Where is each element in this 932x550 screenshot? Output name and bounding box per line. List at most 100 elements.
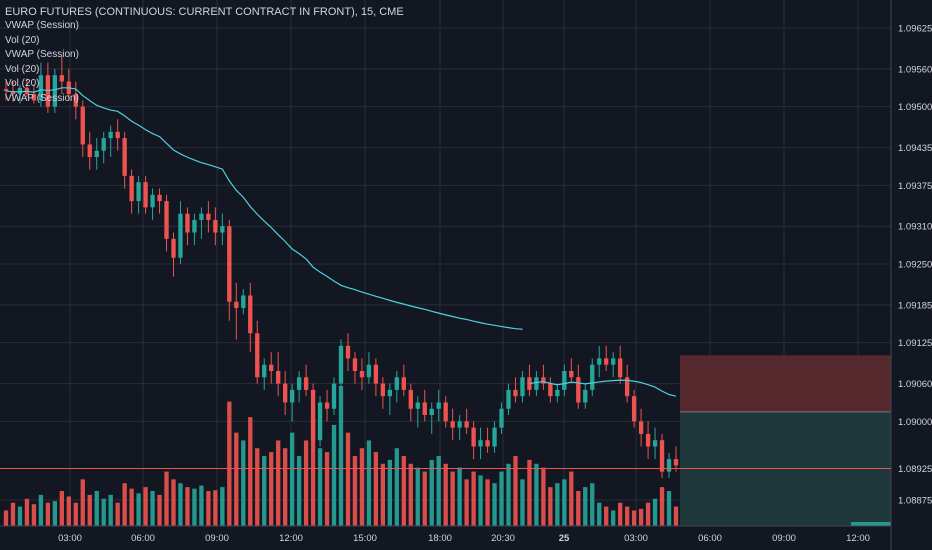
volume-bar	[464, 479, 469, 526]
volume-bar	[283, 448, 288, 526]
candle-body	[331, 383, 337, 409]
volume-bar	[108, 494, 113, 526]
candle-body	[171, 238, 176, 258]
candle-body	[17, 87, 23, 95]
volume-bar	[157, 494, 162, 526]
volume-bar	[666, 491, 672, 526]
candle-body	[506, 389, 511, 409]
volume-bar	[262, 456, 267, 526]
volume-bar	[478, 475, 483, 526]
candle-body	[352, 358, 358, 371]
candle-body	[645, 433, 651, 447]
candle-body	[569, 370, 574, 378]
y-tick-label: 1.09375	[898, 181, 932, 192]
vwap-session-1	[5, 87, 523, 330]
candle-body	[492, 427, 497, 447]
volume-bar	[492, 483, 497, 526]
volume-bar	[66, 496, 71, 526]
volume-bar	[338, 386, 344, 526]
candle-body	[108, 131, 113, 139]
candle-body	[192, 219, 197, 233]
candle-body	[220, 226, 225, 233]
volume-bar	[255, 448, 260, 526]
volume-bar	[227, 401, 232, 526]
volume-bar	[597, 502, 602, 526]
candle-body	[576, 377, 581, 403]
candle-body	[150, 194, 155, 208]
volume-bars	[3, 386, 891, 526]
x-tick-label: 09:00	[772, 533, 796, 544]
candle-body	[443, 402, 448, 422]
volume-bar	[401, 456, 406, 526]
volume-bar	[248, 417, 253, 526]
candle-body	[380, 383, 386, 397]
price-axis[interactable]: 1.09625 1.09560 1.09500 1.09435 1.09375 1.093…	[890, 0, 932, 550]
candle-body	[143, 182, 148, 208]
volume-bar	[422, 471, 427, 526]
candle-body	[59, 75, 64, 82]
y-tick-label: 1.09435	[898, 143, 932, 154]
x-tick-label: 03:00	[624, 533, 648, 544]
candle-body	[611, 358, 616, 365]
volume-bar	[590, 483, 595, 526]
volume-bar	[408, 463, 413, 526]
stop-loss-zone	[680, 355, 891, 412]
candle-body	[73, 94, 78, 107]
volume-bar	[380, 463, 386, 526]
candle-body	[345, 345, 351, 359]
volume-bar	[359, 448, 365, 526]
candle-body	[310, 389, 316, 441]
x-tick-label: 12:00	[846, 533, 870, 544]
time-axis[interactable]: 03:00 06:00 09:00 12:00 15:00 18:00 20:30 25 03:…	[0, 525, 891, 544]
candle-body	[673, 459, 679, 466]
candle-body	[359, 370, 365, 378]
y-tick-label: 1.09000	[898, 417, 932, 428]
y-tick-label: 1.09250	[898, 260, 932, 271]
candle-body	[213, 219, 218, 233]
volume-bar	[185, 487, 190, 526]
volume-bar	[562, 479, 567, 526]
volume-bar	[38, 494, 44, 526]
candle-body	[548, 383, 553, 397]
volume-bar	[296, 456, 302, 526]
volume-bar	[317, 448, 323, 526]
candle-body	[241, 295, 246, 309]
candle-body	[366, 364, 372, 378]
volume-bar	[136, 493, 141, 526]
volume-bar	[345, 432, 351, 526]
candle-body	[499, 408, 504, 428]
candle-body	[324, 402, 330, 409]
x-tick-label: 20:30	[491, 533, 515, 544]
candle-body	[652, 440, 658, 447]
volume-bar	[129, 488, 134, 526]
volume-bar	[206, 491, 211, 526]
volume-bar	[24, 498, 30, 526]
volume-bar	[276, 440, 281, 526]
volume-bar	[352, 456, 358, 526]
candle-body	[122, 138, 127, 176]
candle-body	[415, 402, 420, 409]
volume-bar	[457, 467, 462, 526]
volume-bar	[94, 491, 99, 526]
volume-bar	[199, 485, 204, 526]
candle-body	[283, 383, 288, 403]
candle-body	[471, 427, 476, 447]
candle-body	[457, 421, 462, 428]
volume-bar	[527, 459, 532, 526]
y-tick-label: 1.09500	[898, 102, 932, 113]
volume-bar	[611, 510, 616, 526]
volume-bar	[394, 448, 399, 526]
volume-bar	[443, 463, 448, 526]
volume-bar	[499, 471, 504, 526]
candle-body	[317, 402, 323, 441]
volume-bar	[429, 459, 434, 526]
volume-bar	[555, 483, 560, 526]
candle-body	[185, 213, 190, 233]
volume-bar	[178, 483, 183, 526]
candle-body	[618, 358, 623, 378]
candle-body	[289, 389, 295, 403]
volume-bar	[485, 479, 490, 526]
candle-body	[303, 377, 309, 390]
candle-body	[10, 90, 16, 95]
